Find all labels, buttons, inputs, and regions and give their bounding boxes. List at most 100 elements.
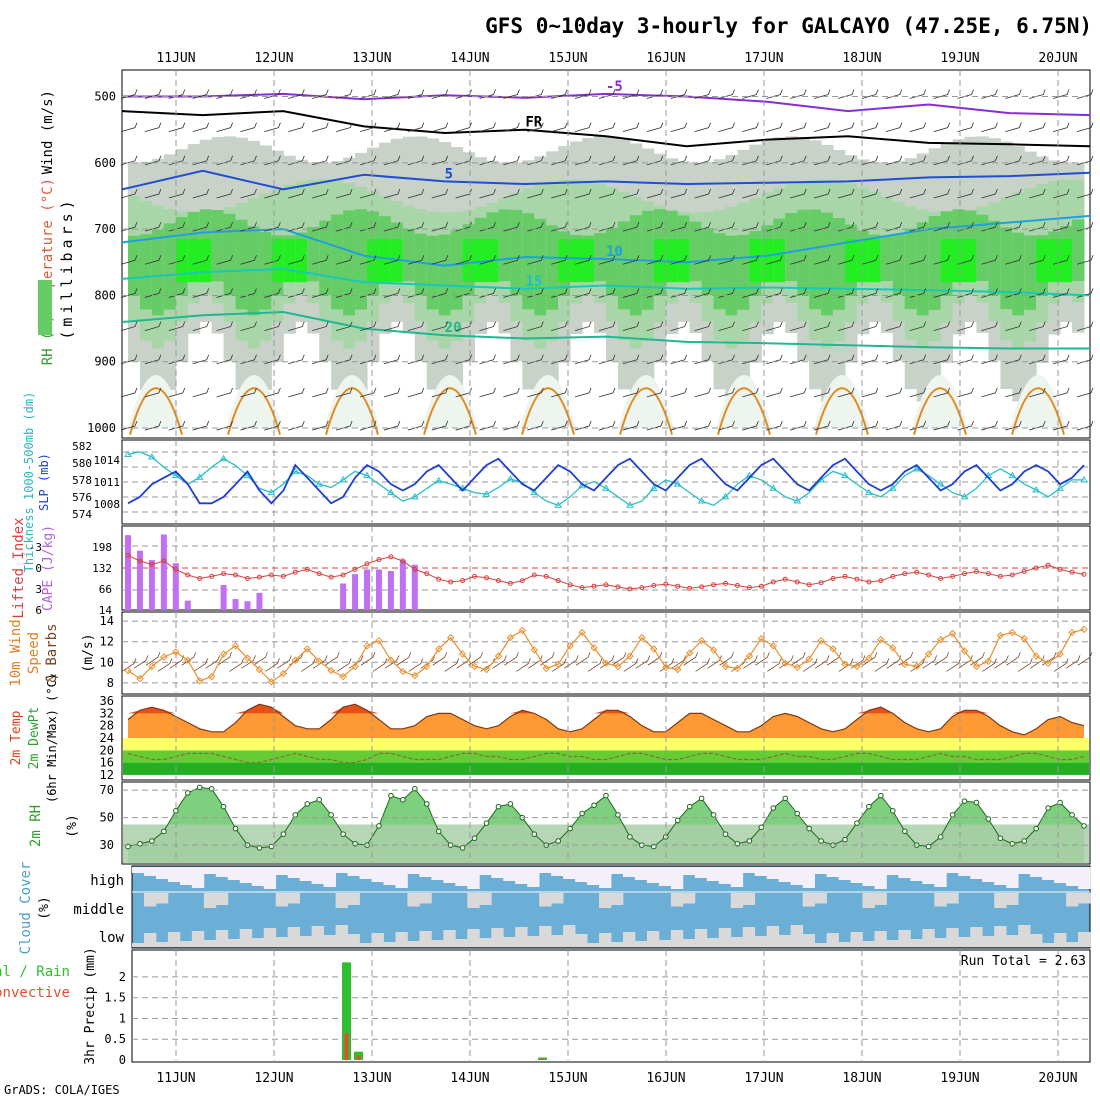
- wind-barb: [120, 321, 138, 331]
- wind-barb: [359, 321, 377, 331]
- precip-convective-bar: [356, 1055, 361, 1060]
- cloud-high-clear: [802, 867, 815, 888]
- wind-barb: [383, 387, 401, 398]
- cloud-low-clear: [1078, 932, 1091, 947]
- wind-barb: [646, 288, 664, 298]
- rh-point: [710, 812, 717, 818]
- wind-barb: [527, 354, 544, 365]
- temp-band: [123, 762, 1089, 775]
- wind10m-barb: [336, 658, 352, 672]
- cloud-low-clear: [730, 937, 744, 947]
- cloud-low-clear: [838, 942, 851, 947]
- wind-barb: [144, 321, 162, 331]
- wind-barb: [957, 122, 974, 133]
- date-tick-label: 16JUN: [646, 51, 685, 66]
- cloud-low-clear: [275, 937, 289, 947]
- wind10m-barb: [910, 658, 926, 672]
- wind10m-barb: [946, 658, 961, 672]
- li-point: [364, 561, 370, 567]
- wind-barb: [144, 89, 162, 99]
- cloud-high-clear: [503, 867, 516, 881]
- rh-band-90: [474, 239, 487, 283]
- cloud-high-clear: [766, 867, 780, 879]
- cloud-low-clear: [1030, 934, 1043, 947]
- wind-barb: [264, 387, 281, 398]
- wind-barb: [1076, 122, 1094, 133]
- cloud-high-clear: [1066, 867, 1079, 886]
- isotherm-FR: [121, 110, 1091, 148]
- wind-barb: [1029, 221, 1046, 232]
- wind-barb: [790, 288, 807, 298]
- wind-barb: [885, 188, 903, 199]
- wind-barb: [813, 188, 831, 199]
- wind10m-barb: [492, 655, 507, 669]
- ylabel-minmax: (6hr Min/Max) (°C): [45, 673, 59, 803]
- wind-barb: [335, 387, 353, 398]
- wind10m-point: [363, 642, 371, 650]
- wind-barb: [383, 321, 401, 331]
- rh-point: [937, 834, 944, 840]
- wind-barb: [335, 255, 353, 265]
- li-point: [388, 554, 394, 560]
- precip-convective-bar: [540, 1058, 545, 1060]
- wind-barb: [431, 155, 449, 166]
- cloud-high-clear: [670, 867, 684, 889]
- wind10m-barb: [743, 655, 758, 669]
- wind10m-barb: [432, 652, 448, 666]
- wind-barb: [144, 420, 162, 431]
- wind10m-point: [793, 663, 801, 672]
- wind10m-point: [1056, 650, 1064, 658]
- rh-point: [388, 792, 394, 799]
- rh-point: [471, 835, 478, 842]
- rh-band-80: [821, 212, 834, 316]
- date-tick-label: 14JUN: [450, 1071, 489, 1086]
- li-point: [782, 576, 788, 582]
- wind-barb: [742, 354, 759, 365]
- axis-tick-label: -3: [29, 541, 42, 554]
- wind10m-point: [757, 634, 766, 643]
- date-tick-label: 20JUN: [1038, 51, 1077, 66]
- wind-barb: [670, 155, 688, 166]
- date-tick-label: 20JUN: [1038, 1071, 1077, 1086]
- wind-barb: [359, 288, 377, 298]
- cloud-low-clear: [467, 929, 480, 947]
- slp-line: [127, 457, 1085, 505]
- li-point: [603, 582, 609, 588]
- thickness-marker: [267, 488, 276, 496]
- rh-band-80: [797, 209, 810, 295]
- wind-barb: [981, 122, 998, 133]
- wind-barb: [120, 221, 138, 232]
- rh-point: [328, 812, 334, 818]
- wind-barb: [861, 288, 879, 298]
- rh-point: [579, 810, 585, 817]
- wind10m-barb: [528, 655, 543, 669]
- wind10m-barb: [958, 655, 973, 669]
- li-point: [902, 571, 908, 577]
- wind-barb: [622, 188, 640, 199]
- ylabel-millibars: (millibars): [58, 196, 76, 339]
- cape-bar: [148, 560, 155, 610]
- cloud-low-clear: [203, 940, 217, 947]
- rh-point: [555, 838, 562, 844]
- li-point: [125, 552, 131, 558]
- cloud-high-clear: [826, 867, 839, 877]
- wind10m-point: [231, 642, 240, 650]
- wind-barb: [503, 321, 520, 331]
- wind10m-barb: [623, 658, 639, 672]
- rh-point: [149, 838, 155, 844]
- wind-barb: [933, 122, 950, 133]
- cloud-mid-clear: [407, 893, 420, 907]
- wind-barb: [240, 420, 257, 431]
- wind-barb: [813, 221, 831, 232]
- cloud-low-clear: [563, 925, 576, 947]
- rh-point: [686, 803, 693, 810]
- wind-barb: [1052, 89, 1070, 99]
- thickness-marker: [482, 490, 491, 497]
- ylabel-cloud-pct: (%): [37, 896, 52, 919]
- wind-barb: [718, 89, 735, 99]
- wind10m-point: [948, 629, 957, 638]
- li-point: [973, 569, 979, 574]
- cape-bar: [399, 560, 406, 610]
- li-point: [531, 572, 537, 578]
